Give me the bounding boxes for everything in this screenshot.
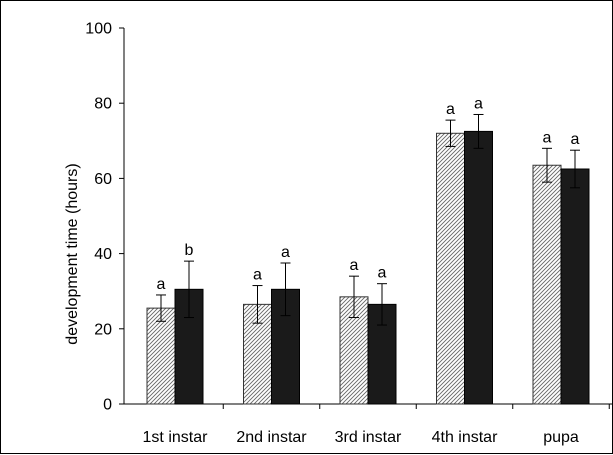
y-tick-label: 40 xyxy=(94,246,112,263)
hatched-bar xyxy=(339,296,369,405)
significance-label: a xyxy=(571,131,580,148)
y-tick-label: 80 xyxy=(94,96,112,113)
y-tick-label: 60 xyxy=(94,171,112,188)
significance-label: a xyxy=(543,129,552,146)
hatched-bar xyxy=(146,307,176,405)
y-tick-label: 20 xyxy=(94,321,112,338)
x-tick-label: 1st instar xyxy=(143,429,209,446)
solid-bar xyxy=(560,168,590,405)
y-axis-label: development time (hours) xyxy=(64,163,81,344)
x-tick-label: 4th instar xyxy=(432,429,498,446)
significance-label: a xyxy=(281,244,290,261)
hatched-bar xyxy=(436,132,465,405)
significance-label: a xyxy=(474,95,483,112)
significance-label: a xyxy=(157,276,166,293)
significance-label: a xyxy=(378,265,387,282)
significance-label: a xyxy=(253,267,262,284)
x-tick-label: pupa xyxy=(543,429,579,446)
significance-label: a xyxy=(350,257,359,274)
solid-bar xyxy=(464,130,493,405)
y-tick-label: 0 xyxy=(103,397,112,414)
hatched-bar xyxy=(532,164,562,405)
significance-label: a xyxy=(446,101,455,118)
significance-label: b xyxy=(185,242,194,259)
x-tick-label: 2nd instar xyxy=(236,429,307,446)
y-tick-label: 100 xyxy=(85,21,112,38)
x-tick-label: 3rd instar xyxy=(335,429,402,446)
